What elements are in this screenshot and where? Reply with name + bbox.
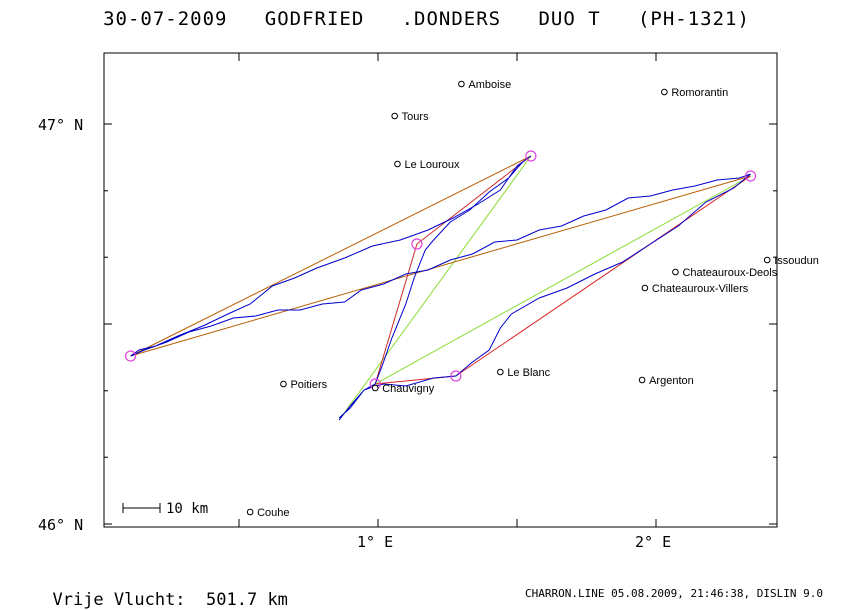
- town-label: Couhe: [257, 507, 289, 519]
- turnpoint-marker: [124, 350, 137, 362]
- town-label: Chateauroux-Villers: [652, 283, 749, 295]
- town-label: Issoudun: [774, 255, 819, 267]
- flight-track: [130, 155, 751, 421]
- free-flight-distance: Vrije Vlucht: 501.7 km: [32, 570, 288, 610]
- task-leg: [130, 155, 532, 357]
- town-label: Le Louroux: [404, 159, 460, 171]
- map-frame: [103, 52, 778, 528]
- town-label: Chateauroux-Deols: [682, 267, 777, 279]
- town-label: Poitiers: [290, 379, 327, 391]
- axis-ticks: [104, 53, 777, 527]
- town-label: Argenton: [649, 375, 694, 387]
- task-leg: [374, 243, 418, 385]
- town-label: Romorantin: [671, 87, 728, 99]
- towns: Amboise Romorantin Tours Le Louroux Issoudun…: [246, 79, 819, 519]
- triangle-leg: [338, 155, 532, 421]
- town-label: Le Blanc: [507, 367, 550, 379]
- town-label: Chauvigny: [382, 383, 434, 395]
- town-marker: [497, 368, 504, 376]
- scale-label: 10 km: [166, 501, 208, 517]
- town-marker: [641, 284, 649, 292]
- town-marker: [371, 384, 379, 392]
- town-marker: [672, 268, 679, 276]
- town-marker: [763, 256, 771, 264]
- turnpoint-marker: [411, 238, 423, 250]
- free-flight-label: Vrije Vlucht:: [52, 590, 186, 610]
- turnpoint-marker: [744, 170, 757, 182]
- town-marker: [246, 508, 254, 516]
- town-marker: [391, 112, 398, 120]
- task-leg: [130, 175, 751, 357]
- triangle-leg: [374, 175, 751, 385]
- town-marker: [638, 376, 646, 384]
- track-line: [130, 155, 751, 421]
- lat-label-46: 46° N: [38, 516, 83, 534]
- lat-label-47: 47° N: [38, 116, 83, 134]
- lon-label-1e: 1° E: [357, 533, 393, 551]
- task-leg: [455, 175, 751, 377]
- turnpoint-marker: [525, 150, 537, 162]
- lon-label-2e: 2° E: [635, 533, 671, 551]
- town-marker: [458, 80, 465, 88]
- town-marker: [280, 380, 287, 388]
- town-label: Amboise: [468, 79, 511, 91]
- town-label: Tours: [402, 111, 429, 123]
- task-leg: [416, 155, 532, 245]
- town-marker: [661, 88, 668, 96]
- turnpoint-marker: [450, 370, 462, 382]
- footer-info: CHARRON.LINE 05.08.2009, 21:46:38, DISLI…: [524, 587, 823, 600]
- town-marker: [394, 160, 401, 168]
- flight-title: 30-07-2009 GODFRIED .DONDERS DUO T (PH-1…: [103, 8, 750, 30]
- free-flight-value: 501.7 km: [206, 590, 288, 610]
- turnpoints: [124, 150, 757, 390]
- scale-bar: 10 km: [122, 501, 208, 517]
